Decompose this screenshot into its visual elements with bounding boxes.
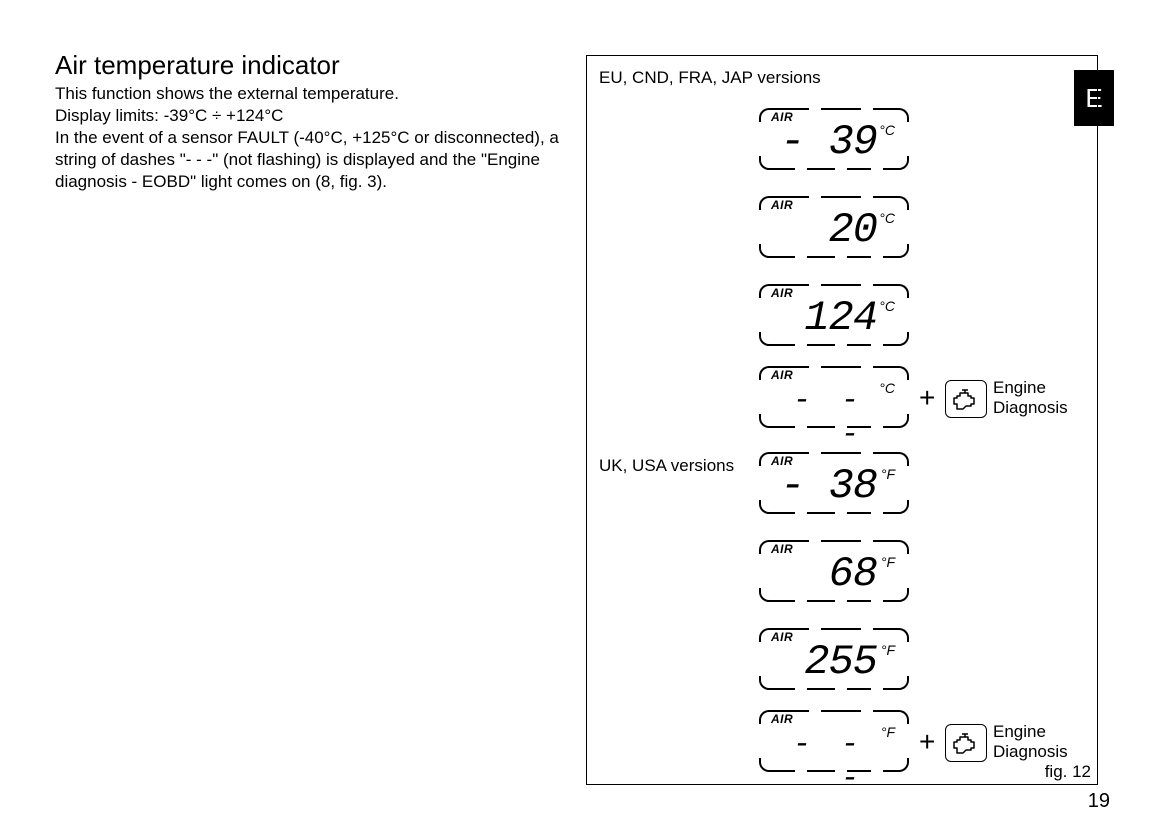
- body-line-1: This function shows the external tempera…: [55, 84, 399, 103]
- lcd-display: AIR255°F: [759, 628, 909, 690]
- lcd-value: - - -: [759, 384, 865, 452]
- lcd-display: AIR- 38°F: [759, 452, 909, 514]
- page-title: Air temperature indicator: [55, 50, 575, 81]
- text-column: Air temperature indicator This function …: [55, 50, 575, 193]
- engine-diagnosis-label: EngineDiagnosis: [993, 722, 1068, 763]
- lcd-display: AIR68°F: [759, 540, 909, 602]
- lcd-unit: °F: [881, 466, 895, 482]
- engine-icon: [953, 388, 979, 410]
- lcd-display: AIR20°C: [759, 196, 909, 258]
- body-line-2: Display limits: -39°C ÷ +124°C: [55, 106, 283, 125]
- lcd-unit: °F: [881, 642, 895, 658]
- version-label: EU, CND, FRA, JAP versions: [599, 68, 821, 88]
- engine-diagnosis-icon: [945, 724, 987, 762]
- lcd-unit: °F: [881, 554, 895, 570]
- engine-diagnosis-label: EngineDiagnosis: [993, 378, 1068, 419]
- lcd-unit: °F: [881, 724, 895, 740]
- lcd-value: 68: [759, 550, 877, 598]
- lcd-value: - - -: [759, 728, 865, 796]
- lcd-display: AIR- 39°C: [759, 108, 909, 170]
- lcd-unit: °C: [879, 210, 895, 226]
- lcd-air-label: AIR: [771, 712, 793, 726]
- figure-box: fig. 12 EU, CND, FRA, JAP versionsAIR- 3…: [586, 55, 1098, 785]
- body-text: This function shows the external tempera…: [55, 83, 575, 193]
- lcd-value: 255: [759, 638, 877, 686]
- version-label: UK, USA versions: [599, 456, 734, 476]
- lcd-value: 124: [759, 294, 877, 342]
- plus-icon: +: [919, 726, 935, 758]
- lcd-value: - 38: [759, 462, 877, 510]
- lcd-display: AIR- - -°C: [759, 366, 909, 428]
- lcd-display: AIR- - -°F: [759, 710, 909, 772]
- body-line-3: In the event of a sensor FAULT (-40°C, +…: [55, 128, 559, 191]
- lcd-air-label: AIR: [771, 368, 793, 382]
- page: E Air temperature indicator This functio…: [0, 0, 1166, 827]
- figure-caption: fig. 12: [1045, 762, 1091, 782]
- lcd-value: - 39: [759, 118, 877, 166]
- engine-icon: [953, 732, 979, 754]
- lcd-unit: °C: [879, 122, 895, 138]
- lcd-unit: °C: [879, 298, 895, 314]
- page-number: 19: [1088, 790, 1110, 813]
- lcd-display: AIR124°C: [759, 284, 909, 346]
- engine-diagnosis-icon: [945, 380, 987, 418]
- plus-icon: +: [919, 382, 935, 414]
- lcd-unit: °C: [879, 380, 895, 396]
- lcd-value: 20: [759, 206, 877, 254]
